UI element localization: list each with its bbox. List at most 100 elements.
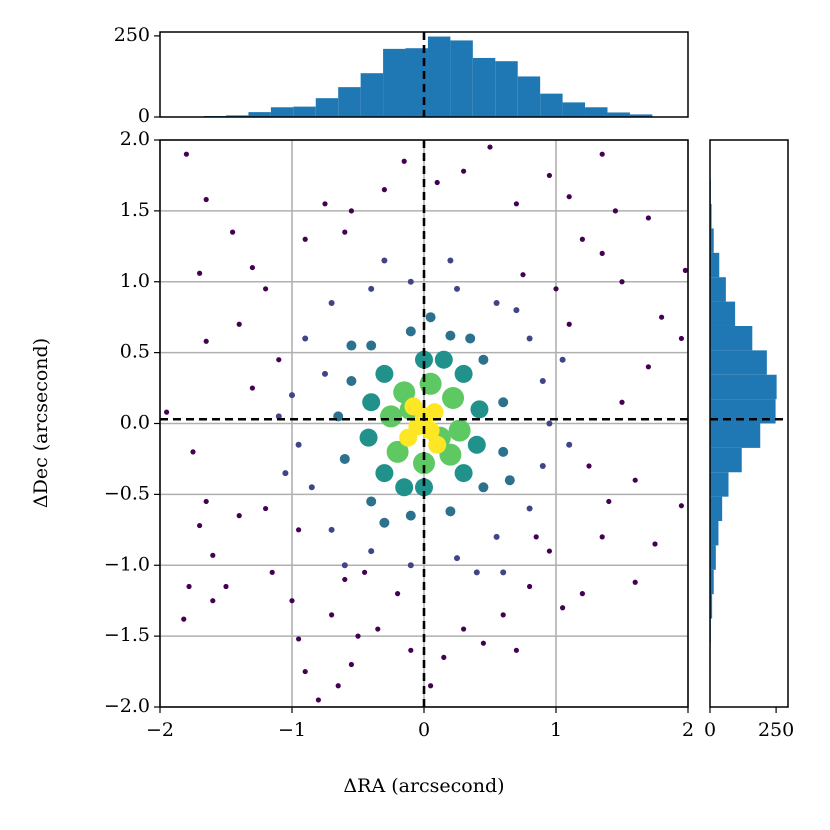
point [566, 321, 572, 327]
x-tick-label: 0 [418, 719, 430, 741]
x-tick-label: 1 [550, 719, 562, 741]
axes-frame [709, 139, 789, 708]
point [368, 285, 375, 292]
point [276, 357, 282, 363]
point [566, 441, 573, 448]
point [395, 478, 414, 497]
point [682, 267, 688, 274]
bar [562, 102, 586, 117]
point [645, 364, 652, 370]
point [425, 403, 444, 422]
bar [450, 40, 473, 117]
point [413, 452, 435, 475]
point [197, 522, 203, 529]
bar [629, 114, 653, 117]
y-tick-label: −0.5 [104, 482, 150, 504]
bar [293, 106, 316, 117]
point [302, 335, 309, 342]
point [546, 420, 553, 427]
bar [710, 350, 767, 375]
bar [495, 61, 518, 117]
point [379, 517, 390, 528]
point [230, 229, 236, 235]
point [269, 569, 275, 575]
point [599, 151, 605, 157]
point [210, 598, 216, 604]
point [599, 250, 605, 256]
axes-frame [159, 139, 689, 708]
point [500, 612, 506, 618]
point [329, 612, 335, 618]
point [342, 576, 348, 583]
point [513, 201, 520, 207]
point [473, 569, 480, 576]
point [533, 534, 539, 540]
bar [710, 204, 712, 229]
point [393, 381, 416, 404]
point [480, 640, 486, 646]
y-tick-label: 1.0 [120, 270, 150, 292]
axes-frame [159, 31, 689, 118]
point [375, 464, 394, 483]
point [425, 312, 436, 323]
point [407, 562, 414, 569]
point [203, 338, 209, 344]
y-tick-label: −1.5 [104, 624, 150, 646]
x-axis-label: ΔRA (arcsecond) [343, 775, 504, 797]
point [454, 555, 460, 562]
point [478, 354, 489, 365]
point [659, 314, 665, 320]
point [441, 654, 447, 660]
point [339, 453, 350, 464]
point [296, 527, 302, 533]
bar [405, 48, 428, 117]
point [493, 533, 500, 540]
point [500, 569, 507, 576]
point [467, 435, 486, 454]
point [493, 300, 500, 307]
bar [517, 76, 541, 117]
bar [710, 472, 729, 497]
point [203, 498, 209, 505]
bar [248, 112, 271, 117]
bar [315, 98, 339, 117]
bar [710, 252, 720, 278]
bar [472, 57, 496, 117]
point [181, 616, 187, 622]
point [322, 370, 328, 377]
top-histogram: 0 250 [114, 24, 689, 127]
point [362, 569, 368, 575]
x-tick-label: 2 [682, 719, 694, 741]
point [282, 470, 289, 477]
point [599, 534, 605, 540]
point [302, 236, 308, 242]
point [470, 400, 489, 419]
point [236, 513, 242, 519]
point [381, 187, 387, 193]
point [346, 375, 357, 386]
point [428, 683, 434, 689]
y-tick-label: 2.0 [120, 128, 150, 150]
bar [710, 521, 719, 546]
point [395, 591, 401, 597]
point [183, 151, 189, 157]
point [289, 598, 295, 604]
y-tick-label: 0.0 [120, 412, 150, 434]
point [289, 392, 295, 399]
point [203, 196, 209, 203]
point [442, 386, 465, 409]
point [434, 179, 440, 186]
point [652, 541, 658, 547]
point [539, 463, 546, 470]
point [401, 158, 407, 164]
point [381, 257, 388, 264]
point [322, 201, 328, 207]
point [454, 464, 473, 483]
point [539, 377, 546, 384]
point [348, 661, 354, 668]
bar [607, 112, 630, 117]
bar [710, 423, 761, 448]
point [296, 636, 302, 642]
bar [710, 374, 777, 400]
